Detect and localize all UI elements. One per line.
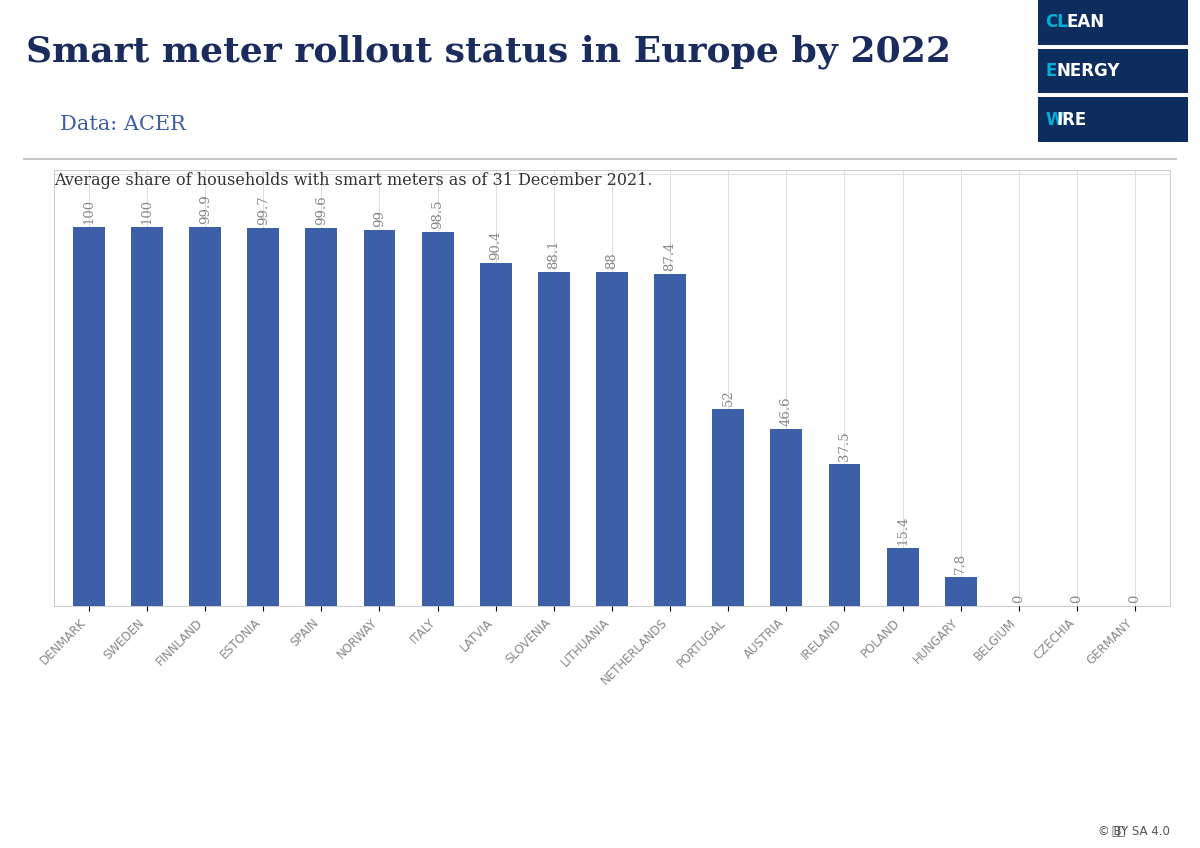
Text: 99.9: 99.9	[199, 194, 211, 224]
Text: 37.5: 37.5	[838, 432, 851, 460]
Bar	[713, 409, 744, 606]
Text: 0: 0	[1013, 595, 1025, 603]
Text: Average share of households with smart meters as of 31 December 2021.: Average share of households with smart m…	[54, 172, 653, 189]
Text: 90.4: 90.4	[490, 231, 503, 260]
Bar	[421, 232, 454, 606]
Bar	[247, 228, 280, 606]
Text: 52: 52	[721, 389, 734, 406]
Text: 100: 100	[83, 198, 95, 224]
Bar	[1038, 98, 1188, 142]
Bar	[770, 429, 803, 606]
Bar	[480, 263, 511, 606]
Bar	[944, 577, 977, 606]
Text: NERGY: NERGY	[1056, 62, 1120, 80]
Text: 99: 99	[373, 210, 386, 227]
Text: 0: 0	[1070, 595, 1084, 603]
Text: 7.8: 7.8	[954, 553, 967, 573]
Bar	[538, 271, 570, 606]
Text: 88.1: 88.1	[547, 239, 560, 269]
Text: 98.5: 98.5	[431, 200, 444, 229]
Text: W: W	[1045, 110, 1063, 129]
Text: ⒸⒸ: ⒸⒸ	[1111, 825, 1126, 838]
Text: 15.4: 15.4	[896, 516, 910, 544]
Bar	[828, 464, 860, 606]
Bar	[887, 548, 919, 606]
Text: 87.4: 87.4	[664, 242, 677, 271]
Text: IRE: IRE	[1056, 110, 1086, 129]
Bar	[654, 275, 686, 606]
Bar	[596, 272, 628, 606]
Bar	[1038, 0, 1188, 45]
Text: Smart meter rollout status in Europe by 2022: Smart meter rollout status in Europe by …	[26, 35, 952, 69]
Text: 99.6: 99.6	[314, 195, 328, 225]
Bar	[131, 226, 163, 606]
Bar	[305, 228, 337, 606]
Text: 46.6: 46.6	[780, 397, 793, 427]
Text: Data: ACER: Data: ACER	[60, 114, 186, 133]
Bar	[1038, 48, 1188, 93]
Bar	[73, 226, 104, 606]
Text: 0: 0	[1129, 595, 1141, 603]
Text: 100: 100	[140, 198, 154, 224]
Text: CL: CL	[1045, 14, 1068, 31]
Text: E: E	[1045, 62, 1056, 80]
Bar	[364, 231, 396, 606]
Text: © BY SA 4.0: © BY SA 4.0	[1098, 825, 1170, 838]
Text: 88: 88	[606, 253, 618, 269]
Bar	[190, 227, 221, 606]
Text: 99.7: 99.7	[257, 195, 270, 225]
Text: EAN: EAN	[1067, 14, 1105, 31]
